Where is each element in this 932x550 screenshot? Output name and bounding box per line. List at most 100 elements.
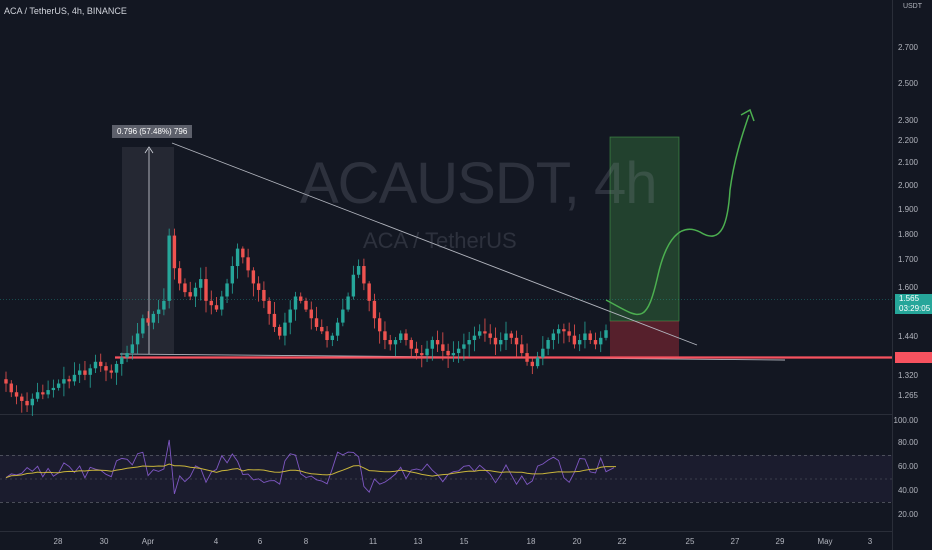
candle-body xyxy=(572,335,577,345)
projection-arrow-head xyxy=(740,108,755,122)
candle-body xyxy=(293,296,298,310)
candle-body xyxy=(77,370,82,375)
time-tick: 22 xyxy=(617,537,627,546)
candle-body xyxy=(183,283,187,293)
candle-body xyxy=(456,348,461,354)
price-tick: 1.440 xyxy=(897,332,918,341)
time-tick: 4 xyxy=(213,537,219,546)
candle-body xyxy=(156,309,161,314)
rsi-tick: 40.00 xyxy=(897,486,918,495)
measure-arrow-head xyxy=(144,146,154,154)
candle-body xyxy=(14,392,19,397)
price-tick: 1.265 xyxy=(897,391,918,400)
candle-body xyxy=(593,340,598,345)
candle-body xyxy=(162,300,166,310)
candle-body xyxy=(277,326,282,336)
candle-body xyxy=(604,330,608,338)
candle-body xyxy=(483,331,487,334)
candle-body xyxy=(488,333,492,338)
candle-body xyxy=(141,318,145,334)
candle-body xyxy=(462,344,466,349)
candle-body xyxy=(520,344,524,354)
candle-body xyxy=(209,300,213,306)
candle-body xyxy=(99,361,103,367)
candle-body xyxy=(230,266,235,284)
projection-path xyxy=(605,114,750,316)
candle-body xyxy=(283,322,287,336)
watermark-description: ACA / TetherUS xyxy=(363,228,517,253)
rsi-tick: 80.00 xyxy=(897,438,918,447)
candle-body xyxy=(193,287,198,297)
candle-body xyxy=(546,340,550,349)
candle-body xyxy=(177,268,182,284)
price-tick: 2.000 xyxy=(897,181,918,190)
candle-body xyxy=(256,283,261,290)
time-tick: 3 xyxy=(867,537,873,546)
candle-body xyxy=(151,313,156,323)
candle-body xyxy=(588,333,592,341)
candle-body xyxy=(267,300,271,314)
candle-body xyxy=(393,340,398,345)
price-tick: 1.900 xyxy=(897,205,918,214)
candle-body xyxy=(435,340,440,345)
candles-group xyxy=(4,228,608,416)
candle-body xyxy=(320,326,324,332)
candle-body xyxy=(225,283,229,297)
price-tick: 2.300 xyxy=(897,116,918,125)
time-tick: 25 xyxy=(685,537,695,546)
support-level-badge xyxy=(895,352,932,363)
candle-body xyxy=(41,392,45,395)
candle-body xyxy=(214,305,219,310)
watermark-symbol: ACAUSDT, 4h xyxy=(300,151,657,216)
candle-body xyxy=(204,279,208,301)
candle-body xyxy=(388,340,392,345)
candle-body xyxy=(430,340,435,349)
candle-body xyxy=(309,309,313,319)
candle-body xyxy=(288,309,292,323)
candle-body xyxy=(272,313,277,327)
candle-body xyxy=(304,300,308,310)
time-tick: 8 xyxy=(303,537,309,546)
candle-body xyxy=(299,296,303,301)
price-tick: 1.320 xyxy=(897,371,918,380)
time-tick: 29 xyxy=(775,537,785,546)
candle-body xyxy=(30,398,35,406)
candle-body xyxy=(441,344,445,351)
candle-body xyxy=(383,331,387,341)
candle-body xyxy=(530,361,535,367)
candle-body xyxy=(62,379,66,384)
time-tick: 18 xyxy=(526,537,536,546)
candle-body xyxy=(562,329,566,332)
candle-body xyxy=(235,248,240,267)
candle-body xyxy=(351,274,356,297)
time-tick: 30 xyxy=(99,537,109,546)
current-price-value: 1.565 xyxy=(899,294,920,303)
time-tick: 15 xyxy=(459,537,469,546)
rsi-ma-line xyxy=(5,463,616,479)
candle-body xyxy=(499,340,503,345)
candle-body xyxy=(241,248,245,258)
candle-body xyxy=(120,357,124,364)
candle-body xyxy=(509,333,513,338)
candle-body xyxy=(599,337,603,345)
candle-body xyxy=(188,292,192,297)
symbol-info: ACA / TetherUS, 4h, BINANCE xyxy=(4,6,127,16)
candle-body xyxy=(583,333,587,341)
candle-body xyxy=(404,333,408,341)
candle-body xyxy=(330,335,335,341)
descending-trendline xyxy=(171,142,698,346)
candle-body xyxy=(451,353,456,356)
candle-body xyxy=(356,266,361,275)
candle-body xyxy=(109,370,113,373)
candle-body xyxy=(130,344,135,354)
candle-body xyxy=(467,340,471,345)
candle-body xyxy=(477,331,482,336)
candle-body xyxy=(262,289,266,301)
candle-body xyxy=(167,235,171,301)
candle-body xyxy=(335,322,340,336)
candle-body xyxy=(172,235,177,269)
candle-body xyxy=(35,392,40,399)
candle-body xyxy=(104,366,108,371)
